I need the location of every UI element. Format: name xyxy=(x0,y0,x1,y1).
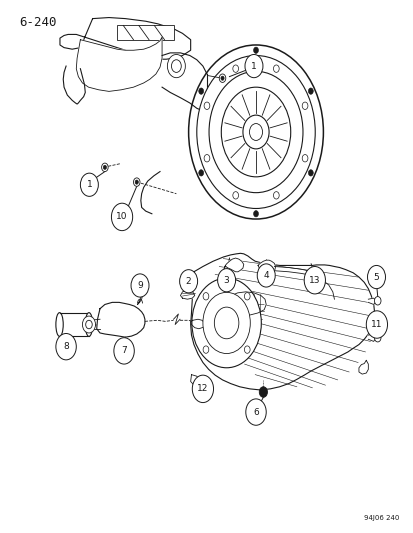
Circle shape xyxy=(273,65,278,72)
Polygon shape xyxy=(223,258,243,272)
Circle shape xyxy=(209,71,302,192)
Circle shape xyxy=(171,60,181,72)
Circle shape xyxy=(82,316,95,333)
Circle shape xyxy=(253,211,258,217)
Polygon shape xyxy=(60,18,190,59)
Circle shape xyxy=(80,173,98,196)
Circle shape xyxy=(301,102,307,109)
Circle shape xyxy=(219,74,225,83)
Text: 6: 6 xyxy=(252,408,258,417)
Circle shape xyxy=(259,387,267,397)
Circle shape xyxy=(244,54,262,78)
Circle shape xyxy=(232,65,238,72)
Circle shape xyxy=(214,307,238,339)
Circle shape xyxy=(204,102,209,109)
Circle shape xyxy=(366,311,387,338)
Circle shape xyxy=(232,192,238,199)
Circle shape xyxy=(179,270,197,293)
Text: 10: 10 xyxy=(116,213,128,221)
Polygon shape xyxy=(229,292,266,315)
Circle shape xyxy=(244,346,249,353)
Circle shape xyxy=(242,115,268,149)
Circle shape xyxy=(221,76,223,80)
Text: 5: 5 xyxy=(373,272,378,281)
Circle shape xyxy=(253,47,258,53)
Polygon shape xyxy=(180,290,194,299)
Polygon shape xyxy=(117,26,174,39)
Text: 3: 3 xyxy=(223,276,229,285)
Polygon shape xyxy=(76,37,161,91)
Text: 11: 11 xyxy=(370,320,382,329)
Circle shape xyxy=(56,334,76,360)
Circle shape xyxy=(202,292,250,353)
Circle shape xyxy=(304,266,325,294)
Circle shape xyxy=(198,88,203,94)
Text: 13: 13 xyxy=(309,276,320,285)
Circle shape xyxy=(256,264,275,287)
Circle shape xyxy=(188,45,323,219)
Circle shape xyxy=(191,278,261,368)
Circle shape xyxy=(367,265,385,289)
Circle shape xyxy=(192,375,213,402)
Circle shape xyxy=(114,338,134,364)
Circle shape xyxy=(204,155,209,162)
Polygon shape xyxy=(368,334,375,342)
Circle shape xyxy=(249,124,262,140)
Circle shape xyxy=(273,192,278,199)
Polygon shape xyxy=(97,302,145,337)
Text: 4: 4 xyxy=(263,271,268,280)
Circle shape xyxy=(111,203,132,231)
Text: 7: 7 xyxy=(121,346,127,356)
Circle shape xyxy=(308,169,313,176)
Text: 6-240: 6-240 xyxy=(19,16,57,29)
Circle shape xyxy=(221,87,290,177)
Circle shape xyxy=(217,269,235,292)
Circle shape xyxy=(373,334,380,342)
Text: 8: 8 xyxy=(63,342,69,351)
Circle shape xyxy=(85,320,92,329)
Ellipse shape xyxy=(85,313,93,336)
Circle shape xyxy=(244,293,249,300)
Circle shape xyxy=(301,155,307,162)
Text: 1: 1 xyxy=(86,180,92,189)
Circle shape xyxy=(101,163,108,172)
Circle shape xyxy=(131,274,149,297)
Text: 94J06 240: 94J06 240 xyxy=(363,515,398,521)
Polygon shape xyxy=(190,375,199,385)
Text: 12: 12 xyxy=(197,384,208,393)
Circle shape xyxy=(203,293,208,300)
Polygon shape xyxy=(368,298,375,304)
Ellipse shape xyxy=(56,313,63,336)
Circle shape xyxy=(167,54,185,78)
Circle shape xyxy=(103,165,106,169)
Circle shape xyxy=(133,178,140,187)
Text: 9: 9 xyxy=(137,281,142,290)
Circle shape xyxy=(308,88,313,94)
Circle shape xyxy=(373,296,380,305)
Circle shape xyxy=(135,180,138,184)
Circle shape xyxy=(203,346,208,353)
Circle shape xyxy=(245,399,266,425)
Text: 1: 1 xyxy=(251,62,256,70)
Polygon shape xyxy=(257,260,275,274)
Circle shape xyxy=(196,55,314,208)
Polygon shape xyxy=(190,253,373,390)
Circle shape xyxy=(198,169,203,176)
Text: 2: 2 xyxy=(185,277,191,286)
